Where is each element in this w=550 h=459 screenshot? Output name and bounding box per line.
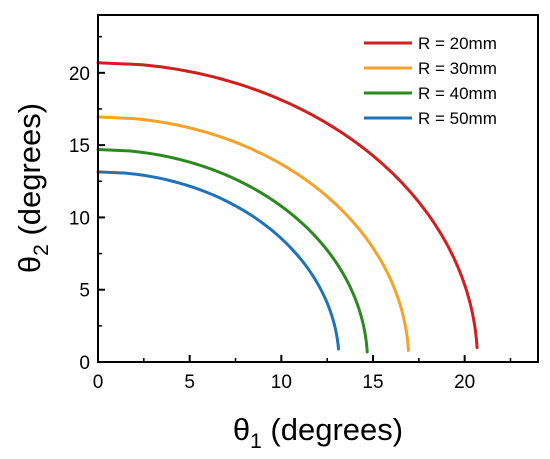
x-tick-label: 5 (184, 372, 195, 393)
curves-group (96, 61, 479, 354)
y-tick-label: 0 (79, 353, 90, 374)
x-tick-label: 15 (362, 372, 383, 393)
y-tick-label: 20 (69, 64, 90, 85)
legend-label: R = 40mm (418, 84, 497, 103)
y-axis-subscript: 2 (30, 244, 53, 256)
y-tick-label: 15 (69, 136, 90, 157)
series-line (96, 61, 479, 350)
x-tick-label: 20 (454, 372, 475, 393)
x-axis-label: θ1 (degrees) (233, 412, 403, 453)
legend-label: R = 50mm (418, 109, 497, 128)
plot-frame (97, 14, 539, 363)
series-line (96, 115, 410, 352)
legend: R = 20mm R = 30mm R = 40mm R = 50mm (364, 34, 497, 128)
series-line (96, 170, 341, 351)
x-axis-label-text: (degrees) (262, 412, 403, 447)
ticks-group: 0 5 10 15 20 0 5 10 15 20 (69, 35, 512, 393)
y-axis-label-text: (degrees) (12, 103, 47, 244)
y-tick-label: 5 (79, 281, 90, 302)
legend-label: R = 20mm (418, 34, 497, 53)
x-tick-label: 10 (271, 372, 292, 393)
series-line (96, 147, 369, 354)
y-axis-label: θ2 (degrees) (12, 103, 53, 273)
x-axis-subscript: 1 (250, 430, 262, 453)
x-tick-label: 0 (93, 372, 104, 393)
y-axis-symbol: θ (12, 256, 47, 273)
y-tick-label: 10 (69, 208, 90, 229)
legend-label: R = 30mm (418, 59, 497, 78)
x-axis-symbol: θ (233, 412, 250, 447)
